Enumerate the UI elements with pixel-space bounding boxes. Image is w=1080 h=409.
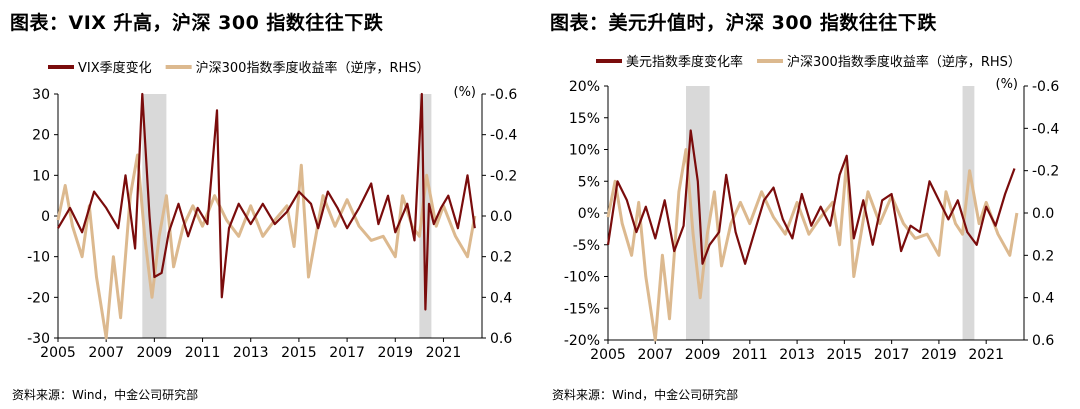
y-tick-label: 5% [578,174,600,190]
x-tick-label: 2017 [874,347,910,363]
y2-tick-label: -0.6 [490,87,517,103]
shaded-period [962,86,975,340]
y2-tick-label: -0.6 [1032,79,1059,95]
chart-source: 资料来源：Wind，中金公司研究部 [12,388,199,402]
y2-unit-label: (%) [454,85,477,100]
x-tick-label: 2017 [329,345,365,361]
x-tick-label: 2009 [137,345,173,361]
y2-tick-label: -0.4 [1032,121,1059,137]
x-tick-label: 2005 [40,345,76,361]
y-tick-label: 20% [569,79,600,95]
chart-title: 图表：VIX 升高，沪深 300 指数往往下跌 [10,12,384,34]
x-tick-label: 2011 [732,347,768,363]
y2-tick-label: 0.6 [490,331,512,347]
y-tick-label: -5% [573,238,600,254]
y2-unit-label: (%) [996,77,1019,92]
chart-usd-vs-csi300: -20% -15% -10% -5% 0% 5% 10% 15% 20% 0.6 0.4 0.2 0.0… [564,54,1060,363]
x-tick-label: 2019 [921,347,957,363]
y2-tick-label: 0.4 [1032,291,1054,307]
x-tick-label: 2011 [185,345,221,361]
chart-panel-vix: 图表：VIX 升高，沪深 300 指数往往下跌 -30 -20 -10 0 10 20 30… [0,0,530,409]
y2-tick-label: 0.0 [490,209,512,225]
x-tick-label: 2007 [88,345,124,361]
y2-tick-label: 0.4 [490,290,512,306]
x-tick-label: 2005 [590,347,626,363]
y-tick-label: -15% [564,301,600,317]
shaded-period [686,86,710,340]
x-tick-label: 2021 [968,347,1004,363]
y-tick-label: 30 [32,87,50,103]
x-tick-label: 2013 [779,347,815,363]
series-line-1 [56,153,477,340]
x-tick-label: 2007 [637,347,673,363]
series-line-0 [57,92,476,311]
x-tick-label: 2013 [233,345,269,361]
legend-label-0: 美元指数季度变化率 [626,54,743,70]
x-tick-label: 2015 [281,345,317,361]
y-tick-label: -20% [564,333,600,349]
y-tick-label: 0 [41,209,50,225]
chart-panel-usd: 图表：美元升值时，沪深 300 指数往往下跌 -20% -15% -10% -5% 0%… [540,0,1080,409]
y-tick-label: 20 [32,128,50,144]
y-tick-label: -10 [27,250,50,266]
legend-label-1: 沪深300指数季度收益率（逆序，RHS） [787,54,1021,70]
chart-source: 资料来源：Wind，中金公司研究部 [552,388,739,402]
y2-tick-label: -0.2 [1032,164,1059,180]
y2-tick-label: 0.0 [1032,206,1054,222]
x-tick-label: 2015 [827,347,863,363]
y2-tick-label: -0.4 [490,128,517,144]
x-tick-label: 2009 [685,347,721,363]
y2-tick-label: 0.2 [1032,248,1054,264]
chart-title: 图表：美元升值时，沪深 300 指数往往下跌 [550,12,937,34]
y-tick-label: -20 [27,290,50,306]
y-tick-label: -30 [27,331,50,347]
y2-tick-label: 0.2 [490,250,512,266]
y-tick-label: 0% [578,206,600,222]
series-line-0 [606,129,1016,265]
y-tick-label: 10 [32,168,50,184]
series-line-1 [606,148,1019,342]
legend-label-0: VIX季度变化 [78,60,152,76]
legend-label-1: 沪深300指数季度收益率（逆序，RHS） [196,60,430,76]
chart-vix-vs-csi300: -30 -20 -10 0 10 20 30 0.6 0.4 0.2 0.0 -0.2 -0.4 -0.6… [27,60,517,361]
x-tick-label: 2019 [377,345,413,361]
y-tick-label: -10% [564,270,600,286]
y-tick-label: 10% [569,143,600,159]
y2-tick-label: 0.6 [1032,333,1054,349]
y2-tick-label: -0.2 [490,168,517,184]
y-tick-label: 15% [569,111,600,127]
x-tick-label: 2021 [426,345,462,361]
